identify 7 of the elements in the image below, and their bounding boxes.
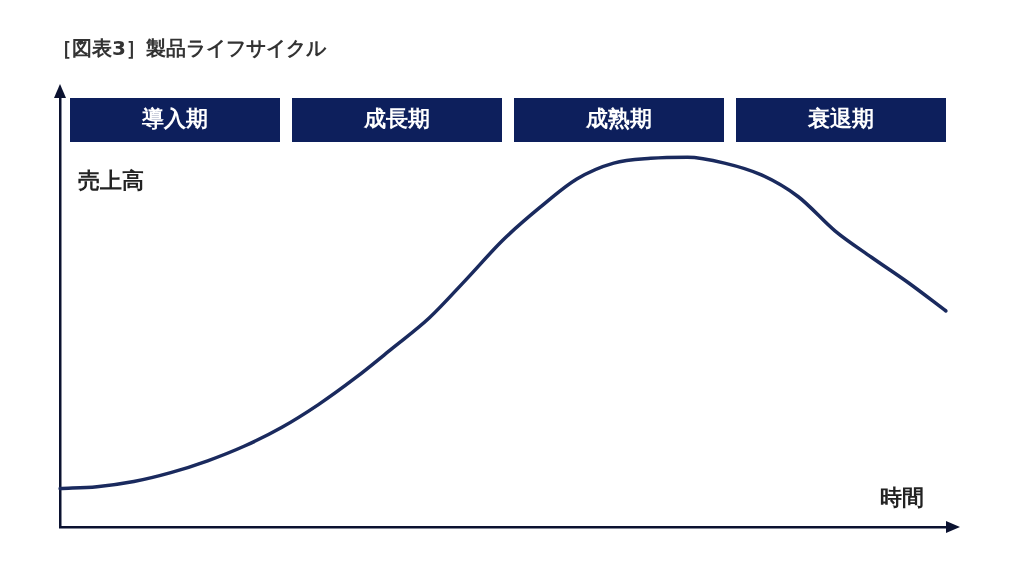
text: 成長期 [363, 105, 430, 131]
y-axis-title: 売上高 [78, 167, 144, 193]
text: 成熟期 [585, 105, 652, 131]
text: 衰退期 [807, 105, 874, 131]
x-axis-title: 時間 [880, 484, 924, 510]
text: 導入期 [141, 105, 208, 131]
chart-title: ［図表3］製品ライフサイクル [52, 36, 327, 61]
